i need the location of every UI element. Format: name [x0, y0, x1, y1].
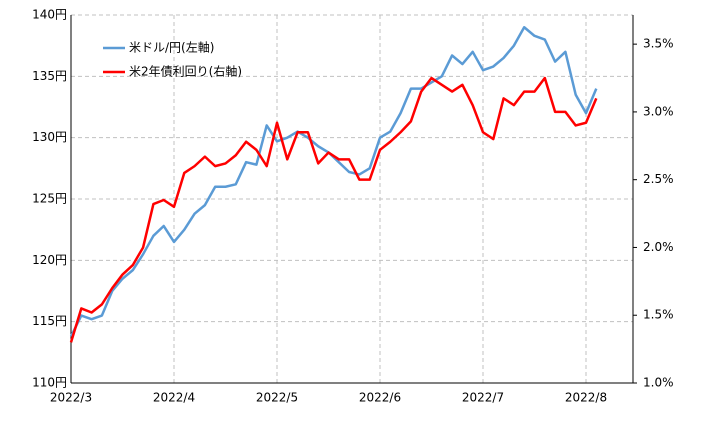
y2-tick-label: 2.0% — [643, 240, 674, 254]
y2-tick-label: 3.0% — [643, 104, 674, 118]
y2-tick-label: 1.0% — [643, 376, 674, 390]
y-tick-label: 120円 — [32, 253, 67, 267]
x-tick-label: 2022/5 — [256, 391, 298, 405]
y2-tick-label: 1.5% — [643, 308, 674, 322]
y2-tick-label: 3.5% — [643, 37, 674, 51]
x-tick-label: 2022/7 — [462, 391, 504, 405]
y-tick-label: 140円 — [32, 8, 67, 22]
legend-label: 米ドル/円(左軸) — [129, 40, 214, 55]
y-tick-label: 115円 — [32, 314, 67, 328]
y-tick-label: 135円 — [32, 69, 67, 83]
x-tick-label: 2022/4 — [153, 391, 195, 405]
legend-label: 米2年債利回り(右軸) — [129, 64, 242, 79]
y-tick-label: 125円 — [32, 192, 67, 206]
y-tick-label: 130円 — [32, 130, 67, 144]
x-tick-label: 2022/6 — [359, 391, 401, 405]
x-tick-label: 2022/3 — [50, 391, 92, 405]
series-line — [69, 76, 598, 343]
y-tick-label: 110円 — [32, 376, 67, 390]
y2-tick-label: 2.5% — [643, 172, 674, 186]
x-tick-label: 2022/8 — [565, 391, 607, 405]
